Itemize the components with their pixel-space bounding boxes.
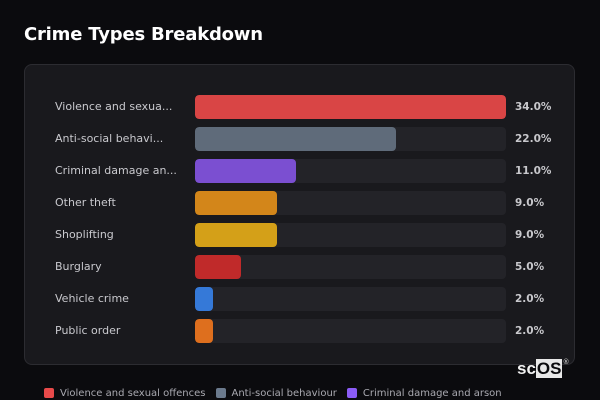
bar-value: 9.0% <box>515 197 545 209</box>
bar-row[interactable]: Burglary 5.0% <box>25 255 574 279</box>
legend-label: Violence and sexual offences <box>60 387 206 399</box>
bar-track <box>195 255 506 279</box>
bar-row[interactable]: Anti-social behavi... 22.0% <box>25 127 574 151</box>
bar-track <box>195 95 506 119</box>
bar-row[interactable]: Other theft 9.0% <box>25 191 574 215</box>
bar-track <box>195 319 506 343</box>
bar-value: 34.0% <box>515 101 552 113</box>
bar-value: 22.0% <box>515 133 552 145</box>
bar-track <box>195 127 506 151</box>
bar-track <box>195 223 506 247</box>
bar-track <box>195 287 506 311</box>
bar-fill[interactable] <box>195 223 278 247</box>
bar-value: 2.0% <box>515 325 545 337</box>
chart-legend: Violence and sexual offences Anti-social… <box>44 386 502 400</box>
bar-label: Violence and sexua... <box>55 100 173 113</box>
bar-label: Other theft <box>55 196 116 209</box>
bar-fill[interactable] <box>195 95 506 119</box>
bar-row[interactable]: Violence and sexua... 34.0% <box>25 95 574 119</box>
bar-value: 9.0% <box>515 229 545 241</box>
bar-row[interactable]: Criminal damage an... 11.0% <box>25 159 574 183</box>
bar-label: Public order <box>55 324 121 337</box>
legend-swatch-icon <box>44 388 54 398</box>
bar-label: Shoplifting <box>55 228 114 241</box>
legend-item[interactable]: Criminal damage and arson <box>346 387 502 399</box>
bar-fill[interactable] <box>195 319 214 343</box>
legend-swatch-icon <box>215 388 226 398</box>
bar-value: 11.0% <box>515 165 552 177</box>
legend-item[interactable]: Violence and sexual offences <box>44 388 206 399</box>
bar-row[interactable]: Shoplifting 9.0% <box>25 223 574 247</box>
bar-track <box>195 191 506 215</box>
legend-swatch-icon <box>346 388 357 398</box>
bar-label: Burglary <box>55 260 102 273</box>
bar-value: 5.0% <box>515 261 545 273</box>
bar-track <box>195 159 506 183</box>
chart-title: Crime Types Breakdown <box>24 24 263 45</box>
legend-label: Anti-social behaviour <box>231 387 337 399</box>
bar-value: 2.0% <box>515 293 545 305</box>
logo-prefix: sc <box>517 359 536 378</box>
scos-logo: scOS ® <box>517 359 569 379</box>
logo-highlight: OS <box>535 359 563 378</box>
registered-mark-icon: ® <box>563 359 569 366</box>
bar-label: Vehicle crime <box>55 292 129 305</box>
bar-fill[interactable] <box>195 191 278 215</box>
bar-row[interactable]: Vehicle crime 2.0% <box>25 287 574 311</box>
bar-fill[interactable] <box>195 287 214 311</box>
bar-label: Criminal damage an... <box>55 164 177 177</box>
bar-fill[interactable] <box>195 255 241 279</box>
bar-row[interactable]: Public order 2.0% <box>25 319 574 343</box>
bar-fill[interactable] <box>195 127 397 151</box>
chart-panel: Violence and sexua... 34.0% Anti-social … <box>24 64 575 365</box>
bar-label: Anti-social behavi... <box>55 132 164 145</box>
legend-item[interactable]: Anti-social behaviour <box>215 387 337 399</box>
legend-label: Criminal damage and arson <box>362 387 502 399</box>
bar-fill[interactable] <box>195 159 296 183</box>
